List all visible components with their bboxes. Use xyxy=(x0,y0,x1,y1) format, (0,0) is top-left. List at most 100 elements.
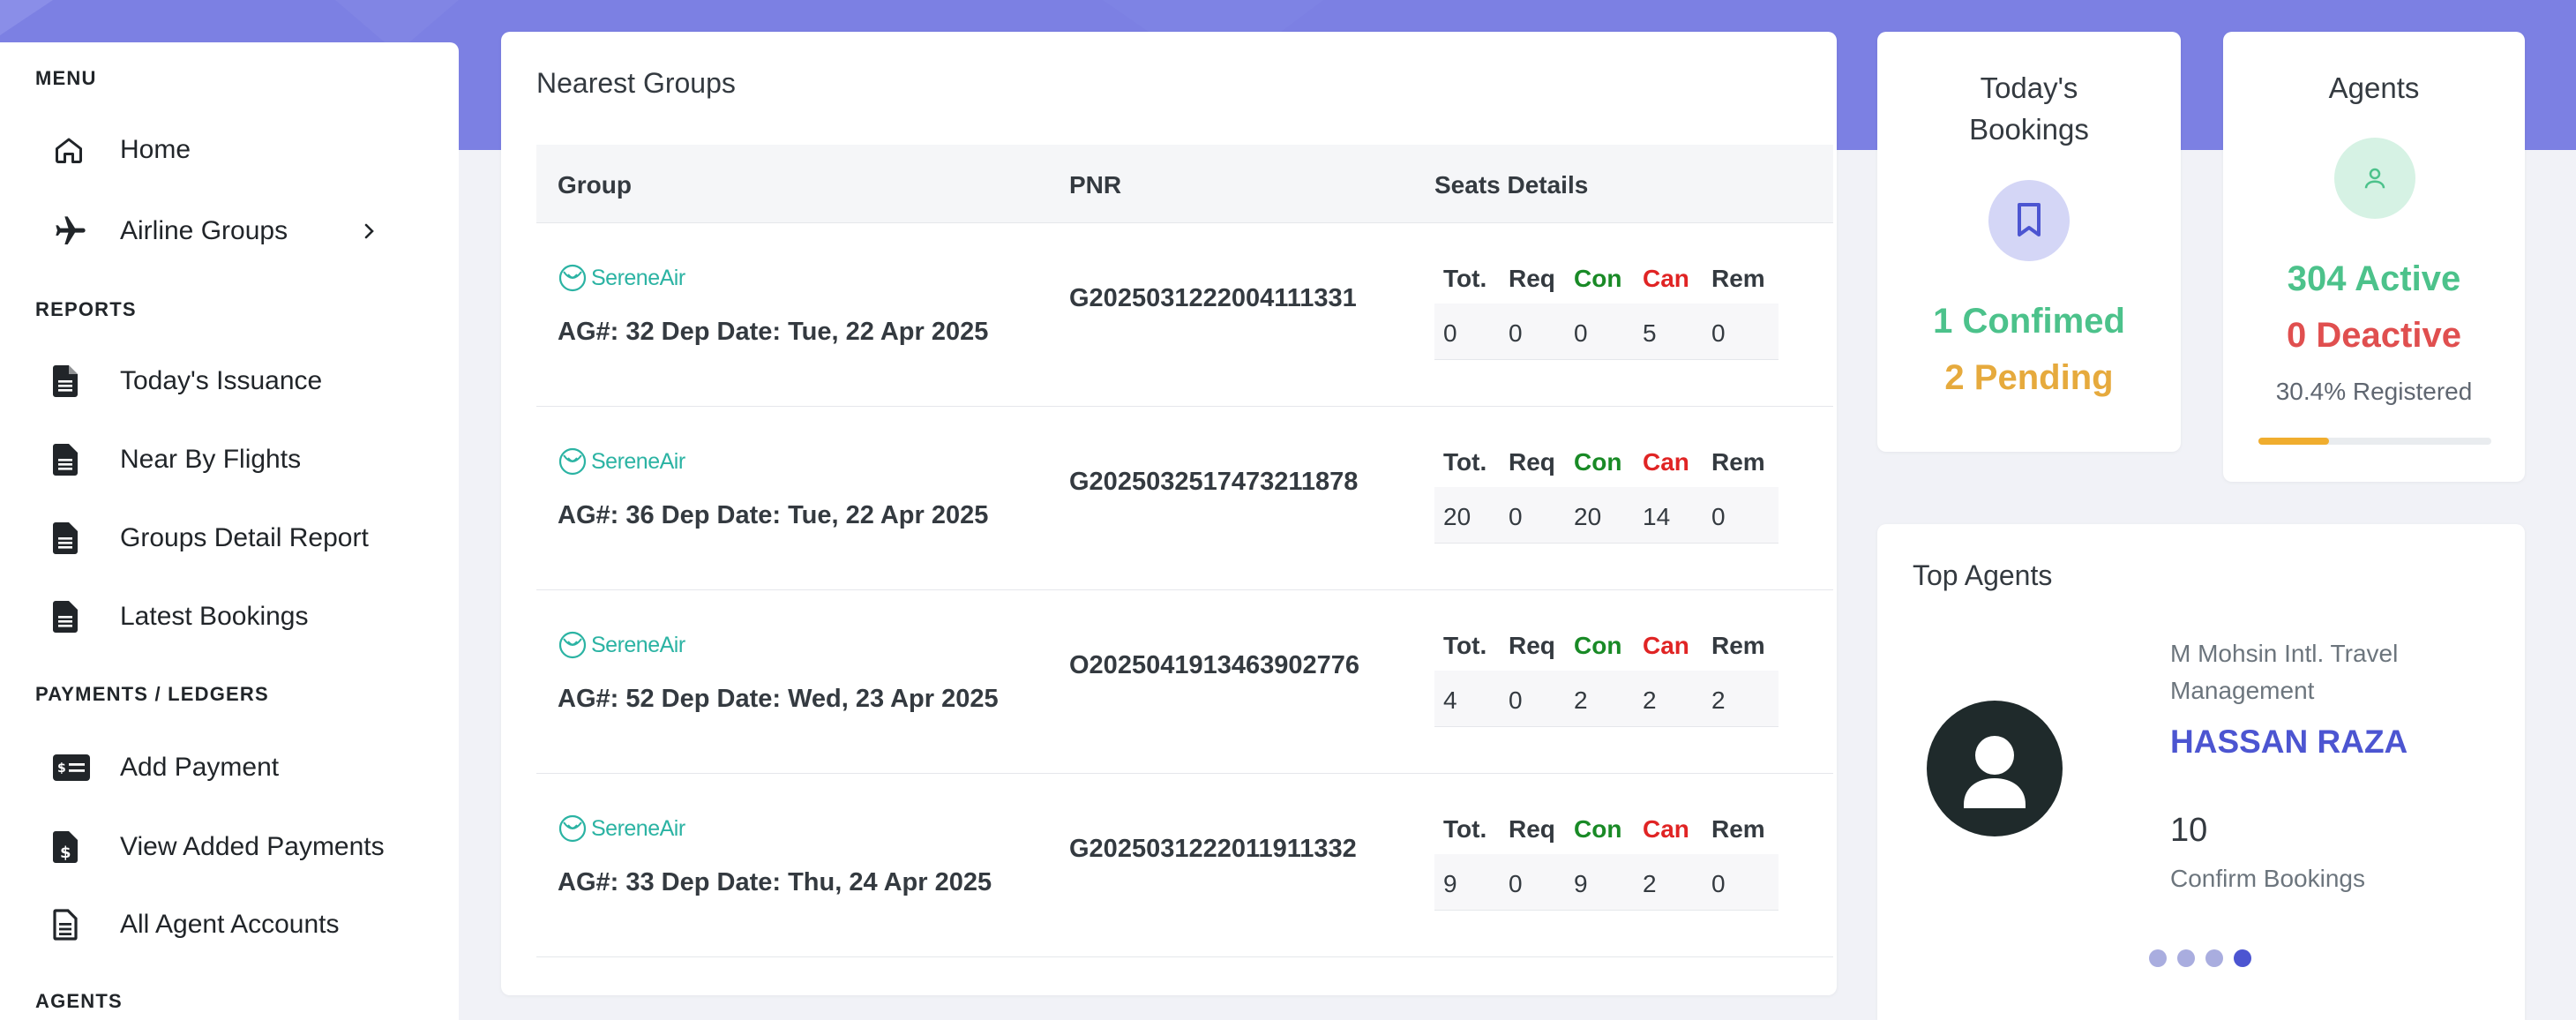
seats-header-con: Con xyxy=(1574,815,1622,843)
card-title: Top Agents xyxy=(1913,559,2053,591)
card-title: Today's Bookings xyxy=(1877,67,2181,150)
pending-count: 2 Pending xyxy=(1944,358,2114,397)
carousel-dot[interactable] xyxy=(2177,949,2195,967)
seats-header-con: Con xyxy=(1574,632,1622,659)
plane-icon xyxy=(53,214,102,249)
seats-value-row: 4 0 2 2 2 xyxy=(1434,671,1778,727)
sidebar-item-label: Add Payment xyxy=(120,753,280,782)
sereneair-logo: SereneAir xyxy=(558,263,685,293)
seats-table: Tot. Req Con Can Rem 4 0 2 2 2 xyxy=(1434,616,1778,729)
sidebar-item-label: Latest Bookings xyxy=(120,602,309,631)
sereneair-logo: SereneAir xyxy=(558,814,685,844)
pnr: G2025031222004111331 xyxy=(1069,284,1357,312)
seats-con: 9 xyxy=(1574,870,1588,897)
seats-header-can: Can xyxy=(1643,448,1689,476)
sidebar-item-home[interactable]: Home xyxy=(53,122,441,178)
seats-header-rem: Rem xyxy=(1711,632,1765,659)
seats-value-row: 9 0 9 2 0 xyxy=(1434,854,1778,911)
file-invoice-dollar-icon: $ xyxy=(53,829,102,865)
seats-req: 0 xyxy=(1509,686,1523,714)
agent-name[interactable]: HASSAN RAZA xyxy=(2170,724,2408,760)
seats-header-tot: Tot. xyxy=(1443,815,1487,843)
seats-can: 14 xyxy=(1643,503,1671,530)
sidebar-item-all-agent-accounts[interactable]: All Agent Accounts xyxy=(53,896,441,953)
seats-header-con: Con xyxy=(1574,265,1622,292)
table-row[interactable]: SereneAir AG#: 36 Dep Date: Tue, 22 Apr … xyxy=(536,406,1833,590)
seats-con: 0 xyxy=(1574,319,1588,347)
sidebar-item-label: Groups Detail Report xyxy=(120,523,369,552)
agent-company: M Mohsin Intl. Travel Management xyxy=(2170,640,2399,704)
seats-tot: 20 xyxy=(1443,503,1471,530)
seats-tot: 9 xyxy=(1443,870,1457,897)
column-header-pnr: PNR xyxy=(1069,171,1122,199)
seats-header-row: Tot. Req Con Can Rem xyxy=(1434,799,1778,855)
seats-header-rem: Rem xyxy=(1711,448,1765,476)
carousel-dot[interactable] xyxy=(2205,949,2223,967)
sidebar-item-near-by-flights[interactable]: Near By Flights xyxy=(53,431,441,488)
sidebar-item-view-added-payments[interactable]: $ View Added Payments xyxy=(53,819,441,875)
seats-table: Tot. Req Con Can Rem 9 0 9 2 0 xyxy=(1434,799,1778,912)
pnr: G2025031222011911332 xyxy=(1069,835,1357,863)
confirm-bookings-label: Confirm Bookings xyxy=(2170,865,2365,892)
sidebar-item-latest-bookings[interactable]: Latest Bookings xyxy=(53,589,441,645)
seats-header-req: Req xyxy=(1509,815,1555,843)
todays-bookings-card: Today's Bookings 1 Confimed 2 Pending xyxy=(1877,32,2181,452)
logo-text: Air xyxy=(659,448,686,474)
seats-header-tot: Tot. xyxy=(1443,448,1487,476)
seats-tot: 4 xyxy=(1443,686,1457,714)
sidebar-item-airline-groups[interactable]: Airline Groups xyxy=(53,203,441,259)
sidebar-item-label: Airline Groups xyxy=(120,216,288,245)
registered-progress-fill xyxy=(2258,438,2330,445)
active-agents: 304 Active xyxy=(2287,259,2461,298)
seats-header-rem: Rem xyxy=(1711,815,1765,843)
card-title: Agents xyxy=(2328,71,2420,104)
seats-req: 0 xyxy=(1509,503,1523,530)
carousel-dot[interactable] xyxy=(2149,949,2167,967)
sidebar-item-label: View Added Payments xyxy=(120,832,385,861)
logo-text: Serene xyxy=(591,265,660,290)
seats-header-row: Tot. Req Con Can Rem xyxy=(1434,616,1778,671)
seats-rem: 0 xyxy=(1711,870,1726,897)
seats-header-row: Tot. Req Con Can Rem xyxy=(1434,249,1778,304)
seats-table: Tot. Req Con Can Rem 0 0 0 5 0 xyxy=(1434,249,1778,362)
seats-header-row: Tot. Req Con Can Rem xyxy=(1434,432,1778,488)
seats-rem: 2 xyxy=(1711,686,1726,714)
svg-text:$: $ xyxy=(60,844,71,862)
seats-can: 2 xyxy=(1643,686,1657,714)
seats-con: 20 xyxy=(1574,503,1602,530)
sidebar-item-label: All Agent Accounts xyxy=(120,910,340,939)
seats-value-row: 0 0 0 5 0 xyxy=(1434,304,1778,360)
logo-text: Air xyxy=(659,265,686,290)
group-info: AG#: 52 Dep Date: Wed, 23 Apr 2025 xyxy=(558,685,999,713)
registered-progress-bar xyxy=(2258,438,2491,445)
seats-header-rem: Rem xyxy=(1711,265,1765,292)
group-info: AG#: 36 Dep Date: Tue, 22 Apr 2025 xyxy=(558,501,989,529)
logo-text: Air xyxy=(659,632,686,657)
sidebar-item-add-payment[interactable]: $ Add Payment xyxy=(53,739,441,796)
seats-header-tot: Tot. xyxy=(1443,632,1487,659)
seats-header-req: Req xyxy=(1509,265,1555,292)
deactive-agents: 0 Deactive xyxy=(2287,316,2461,355)
table-row[interactable]: SereneAir AG#: 33 Dep Date: Thu, 24 Apr … xyxy=(536,773,1833,957)
group-info: AG#: 32 Dep Date: Tue, 22 Apr 2025 xyxy=(558,318,989,346)
file-lines-icon xyxy=(53,907,102,942)
table-header: Group PNR Seats Details xyxy=(536,145,1833,223)
confirmed-count: 1 Confimed xyxy=(1933,302,2125,341)
carousel-dot[interactable] xyxy=(2234,949,2251,967)
column-header-group: Group xyxy=(558,171,632,199)
seats-req: 0 xyxy=(1509,319,1523,347)
card-title-line: Today's xyxy=(1980,71,2078,104)
bookmark-icon xyxy=(1988,180,2070,261)
table-row[interactable]: SereneAir AG#: 32 Dep Date: Tue, 22 Apr … xyxy=(536,222,1833,407)
file-icon xyxy=(53,521,102,556)
seats-table: Tot. Req Con Can Rem 20 0 20 14 0 xyxy=(1434,432,1778,545)
sidebar-section-menu: MENU xyxy=(35,67,97,89)
sidebar-section-agents: AGENTS xyxy=(35,990,123,1012)
seats-req: 0 xyxy=(1509,870,1523,897)
sidebar-item-groups-detail-report[interactable]: Groups Detail Report xyxy=(53,510,441,566)
seats-header-tot: Tot. xyxy=(1443,265,1487,292)
sidebar: MENU Home Airline Groups REPORTS Today's… xyxy=(0,42,459,1020)
table-row[interactable]: SereneAir AG#: 52 Dep Date: Wed, 23 Apr … xyxy=(536,589,1833,774)
sidebar-item-todays-issuance[interactable]: Today's Issuance xyxy=(53,353,441,409)
seats-can: 2 xyxy=(1643,870,1657,897)
